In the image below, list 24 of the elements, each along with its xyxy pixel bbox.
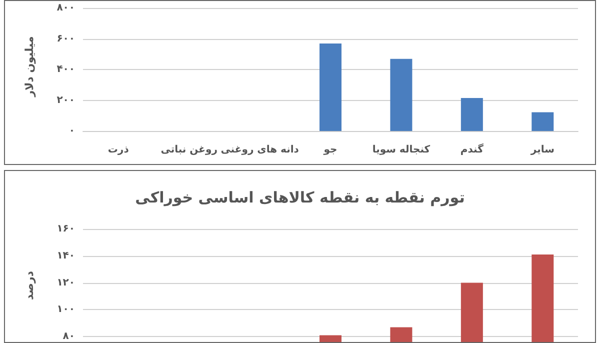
y-tick-label: ۲۰۰ — [56, 94, 75, 106]
x-tick-label: ذرت — [108, 144, 129, 156]
y-axis-title: میلیون دلار — [23, 36, 36, 98]
bar — [390, 58, 412, 131]
y-tick-label: ۱۴۰ — [56, 250, 75, 262]
x-tick-label: گندم — [460, 142, 484, 156]
chart-title: تورم نقطه به نقطه کالاهای اساسی خوراکی — [135, 188, 465, 206]
x-tick-label: دانه های روغنی — [220, 144, 299, 156]
y-tick-label: ۱۶۰ — [56, 224, 75, 234]
y-tick-label: ۸۰ — [62, 331, 75, 342]
x-tick-label: جو — [322, 144, 338, 156]
y-tick-label: ۴۰۰ — [56, 64, 75, 76]
y-tick-label: ۰ — [68, 126, 75, 136]
y-tick-label: ۱۰۰ — [56, 304, 75, 316]
x-tick-label: کنجاله سویا — [372, 144, 430, 156]
bar — [320, 43, 342, 131]
x-tick-label: روغن نباتی — [160, 144, 218, 156]
y-tick-label: ۸۰۰ — [56, 2, 75, 14]
bar — [532, 112, 554, 131]
y-tick-label: ۶۰۰ — [56, 33, 75, 44]
y-axis-title: درصد — [23, 270, 36, 300]
x-tick-label: سایر — [530, 144, 555, 156]
bar — [460, 98, 483, 131]
y-tick-label: ۱۲۰ — [56, 277, 75, 288]
